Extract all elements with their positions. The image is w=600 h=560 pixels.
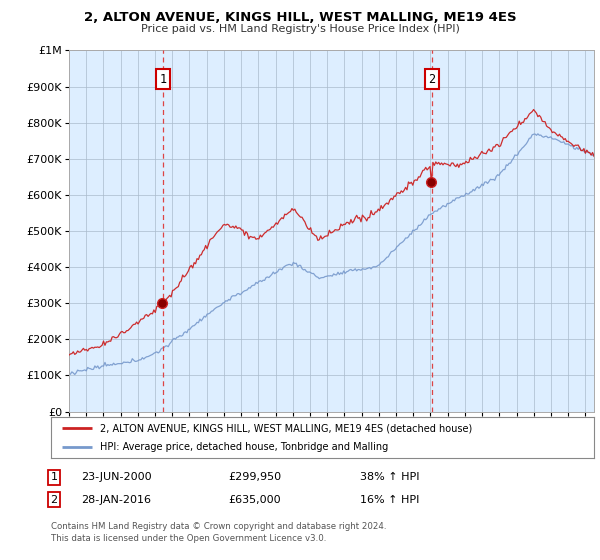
Text: Price paid vs. HM Land Registry's House Price Index (HPI): Price paid vs. HM Land Registry's House … xyxy=(140,24,460,34)
Text: £299,950: £299,950 xyxy=(228,472,281,482)
Text: 2, ALTON AVENUE, KINGS HILL, WEST MALLING, ME19 4ES (detached house): 2, ALTON AVENUE, KINGS HILL, WEST MALLIN… xyxy=(100,423,472,433)
Text: 23-JUN-2000: 23-JUN-2000 xyxy=(81,472,152,482)
Text: HPI: Average price, detached house, Tonbridge and Malling: HPI: Average price, detached house, Tonb… xyxy=(100,442,388,452)
Text: £635,000: £635,000 xyxy=(228,494,281,505)
Text: 38% ↑ HPI: 38% ↑ HPI xyxy=(360,472,419,482)
Text: 1: 1 xyxy=(160,73,167,86)
Text: 1: 1 xyxy=(50,472,58,482)
Text: Contains HM Land Registry data © Crown copyright and database right 2024.
This d: Contains HM Land Registry data © Crown c… xyxy=(51,522,386,543)
Text: 2: 2 xyxy=(428,73,435,86)
Text: 16% ↑ HPI: 16% ↑ HPI xyxy=(360,494,419,505)
Text: 28-JAN-2016: 28-JAN-2016 xyxy=(81,494,151,505)
Text: 2: 2 xyxy=(50,494,58,505)
Text: 2, ALTON AVENUE, KINGS HILL, WEST MALLING, ME19 4ES: 2, ALTON AVENUE, KINGS HILL, WEST MALLIN… xyxy=(83,11,517,24)
